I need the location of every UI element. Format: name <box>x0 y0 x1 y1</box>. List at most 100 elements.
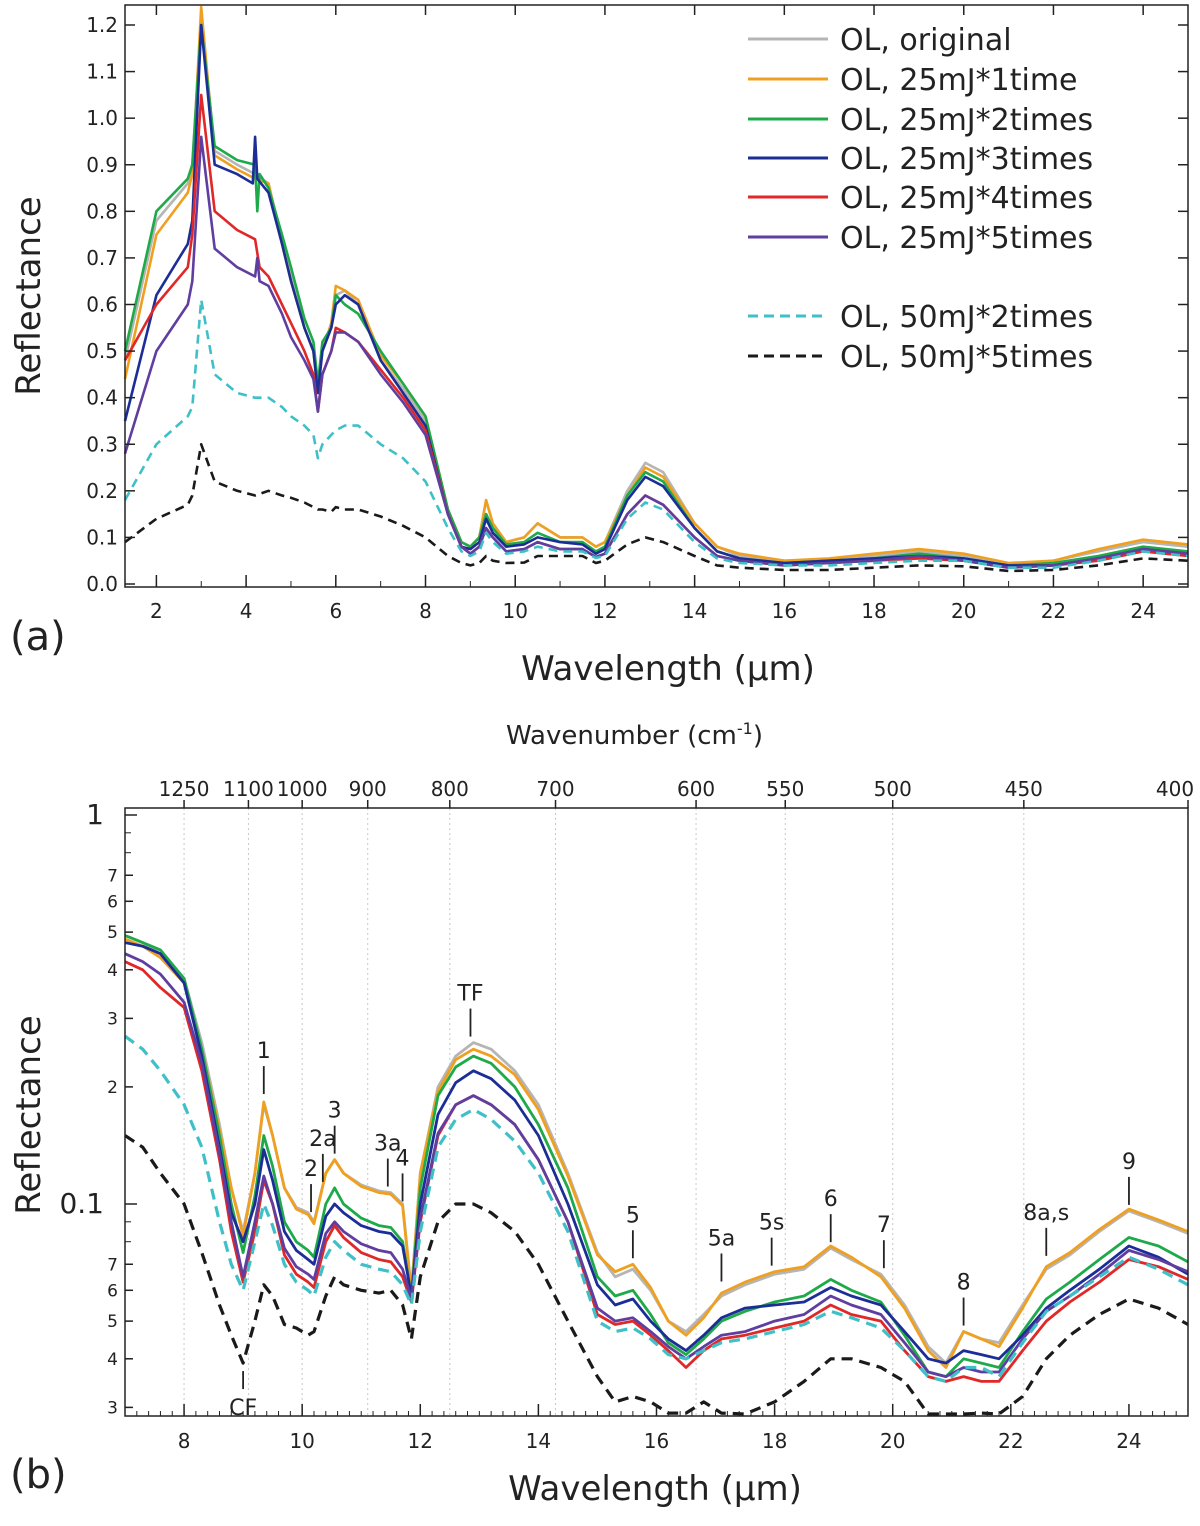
b-xtick-label: 18 <box>762 1429 787 1453</box>
b-series-line <box>124 952 1189 1378</box>
b-ytick-label: 5 <box>107 923 118 943</box>
b-annotation-label: CF <box>229 1396 257 1421</box>
a-legend-label: OL, 50mJ*2times <box>840 300 1093 335</box>
a-xtick-label: 16 <box>772 599 797 623</box>
a-xtick-label: 14 <box>682 599 707 623</box>
a-xtick-label: 18 <box>861 599 886 623</box>
b-top-tick-label: 500 <box>874 777 912 801</box>
panel-a-chart: 2 4 6 8 10 12 14 16 18 20 22 240.00.10.20.30.40.50.… <box>9 4 1189 689</box>
b-top-tick-label: 450 <box>1005 777 1043 801</box>
b-top-tick-label: 1100 <box>223 777 274 801</box>
a-legend-label: OL, 25mJ*5times <box>840 221 1093 256</box>
b-top-tick-label: 550 <box>766 777 804 801</box>
b-top-tick-label: 800 <box>431 777 469 801</box>
b-ytick-label: 0.1 <box>59 1187 104 1220</box>
b-xtick-label: 12 <box>408 1429 433 1453</box>
b-ytick-label: 4 <box>107 961 118 981</box>
a-xtick-label: 24 <box>1130 599 1155 623</box>
a-ytick-label: 1.1 <box>86 60 118 84</box>
b-series-line <box>124 937 1189 1369</box>
b-xtick-label: 8 <box>178 1429 191 1453</box>
a-ytick-label: 0.9 <box>86 153 118 177</box>
b-annotation-label: 3 <box>328 1099 342 1124</box>
a-ytick-label: 0.7 <box>86 246 118 270</box>
a-legend-label: OL, 25mJ*1time <box>840 63 1078 98</box>
b-annotation-label: 5 <box>626 1203 640 1228</box>
b-annotation-label: TF <box>456 982 483 1007</box>
a-ytick-label: 0.5 <box>86 339 118 363</box>
panel-b-xlabel: Wavelength (μm) <box>508 1469 802 1509</box>
panel-b-top-xlabel: Wavenumber (cm-1) <box>506 719 763 751</box>
b-xtick-label: 10 <box>289 1429 314 1453</box>
a-legend-label: OL, 25mJ*3times <box>840 142 1093 177</box>
b-ytick-label: 2 <box>107 1078 118 1098</box>
a-legend-label: OL, 25mJ*2times <box>840 103 1093 138</box>
b-ytick-label: 7 <box>107 1255 118 1275</box>
a-ytick-label: 0.4 <box>86 386 118 410</box>
b-xtick-label: 16 <box>644 1429 669 1453</box>
a-legend-label: OL, 25mJ*4times <box>840 181 1093 216</box>
b-annotation-label: 2a <box>309 1127 336 1152</box>
a-ytick-label: 1.0 <box>86 106 118 130</box>
a-xtick-label: 22 <box>1041 599 1066 623</box>
panel-a-ylabel: Reflectance <box>9 196 49 395</box>
a-xtick-label: 2 <box>150 599 163 623</box>
a-legend-label: OL, 50mJ*5times <box>840 340 1093 375</box>
a-xtick-label: 4 <box>240 599 253 623</box>
b-annotation-label: 9 <box>1122 1150 1136 1175</box>
b-annotation-label: 8 <box>957 1271 971 1296</box>
b-annotation-label: 3a <box>374 1132 401 1157</box>
b-top-tick-label: 900 <box>349 777 387 801</box>
b-annotation-label: 7 <box>877 1213 891 1238</box>
b-series-line <box>124 1034 1189 1383</box>
a-ytick-label: 0.1 <box>86 525 118 549</box>
panel-a-label: (a) <box>10 614 66 660</box>
b-top-tick-label: 700 <box>536 777 574 801</box>
b-series-line <box>124 1134 1189 1416</box>
b-ytick-label: 3 <box>107 1398 118 1418</box>
b-annotation-label: 5a <box>708 1227 735 1252</box>
a-xtick-label: 6 <box>329 599 342 623</box>
a-legend-label: OL, original <box>840 23 1012 58</box>
panel-a-xlabel: Wavelength (μm) <box>521 649 815 689</box>
b-ytick-label: 5 <box>107 1312 118 1332</box>
a-ytick-label: 1.2 <box>86 13 118 37</box>
a-xtick-label: 8 <box>419 599 432 623</box>
b-ytick-label: 6 <box>107 892 118 912</box>
a-xtick-label: 12 <box>592 599 617 623</box>
panel-a-frame <box>124 4 1189 588</box>
b-ytick-label: 7 <box>107 866 118 886</box>
b-series-line <box>124 934 1189 1378</box>
b-annotation-label: 8a,s <box>1023 1201 1069 1226</box>
b-ytick-label: 3 <box>107 1009 118 1029</box>
a-xtick-label: 10 <box>502 599 527 623</box>
a-ytick-label: 0.3 <box>86 432 118 456</box>
b-xtick-label: 22 <box>998 1429 1023 1453</box>
b-xtick-label: 24 <box>1116 1429 1141 1453</box>
panel-b-ylabel: Reflectance <box>9 1015 49 1214</box>
b-annotation-label: 5s <box>759 1211 784 1236</box>
b-ytick-label: 4 <box>107 1350 118 1370</box>
a-ytick-label: 0.8 <box>86 199 118 223</box>
b-annotation-label: 4 <box>396 1146 410 1171</box>
b-annotation-label: 1 <box>257 1039 271 1064</box>
a-ytick-label: 0.6 <box>86 293 118 317</box>
b-top-tick-label: 600 <box>677 777 715 801</box>
b-ytick-label: 1 <box>86 798 104 831</box>
panel-b-chart: Wavenumber (cm-1) 1250 1100 1000 900 800 700 6… <box>9 719 1194 1509</box>
b-annotation-label: 2 <box>304 1157 318 1182</box>
b-annotation-label: 6 <box>824 1187 838 1212</box>
a-series-line <box>123 23 1189 567</box>
b-top-tick-label: 1000 <box>277 777 328 801</box>
a-ytick-label: 0.0 <box>86 572 118 596</box>
b-xtick-label: 14 <box>526 1429 551 1453</box>
b-series-line <box>124 941 1189 1365</box>
panel-b-annotations: CF 1 2 2a 3 3a4 TF 5 5a 5s 6 7 8 8a,s 9 <box>229 982 1136 1422</box>
a-ytick-label: 0.2 <box>86 479 118 503</box>
a-series-line <box>123 298 1189 569</box>
b-xtick-label: 20 <box>880 1429 905 1453</box>
b-top-tick-label: 1250 <box>159 777 210 801</box>
panel-a-legend: OL, original OL, 25mJ*1time OL, 25mJ*2time… <box>748 23 1093 375</box>
b-top-tick-label: 400 <box>1156 777 1194 801</box>
